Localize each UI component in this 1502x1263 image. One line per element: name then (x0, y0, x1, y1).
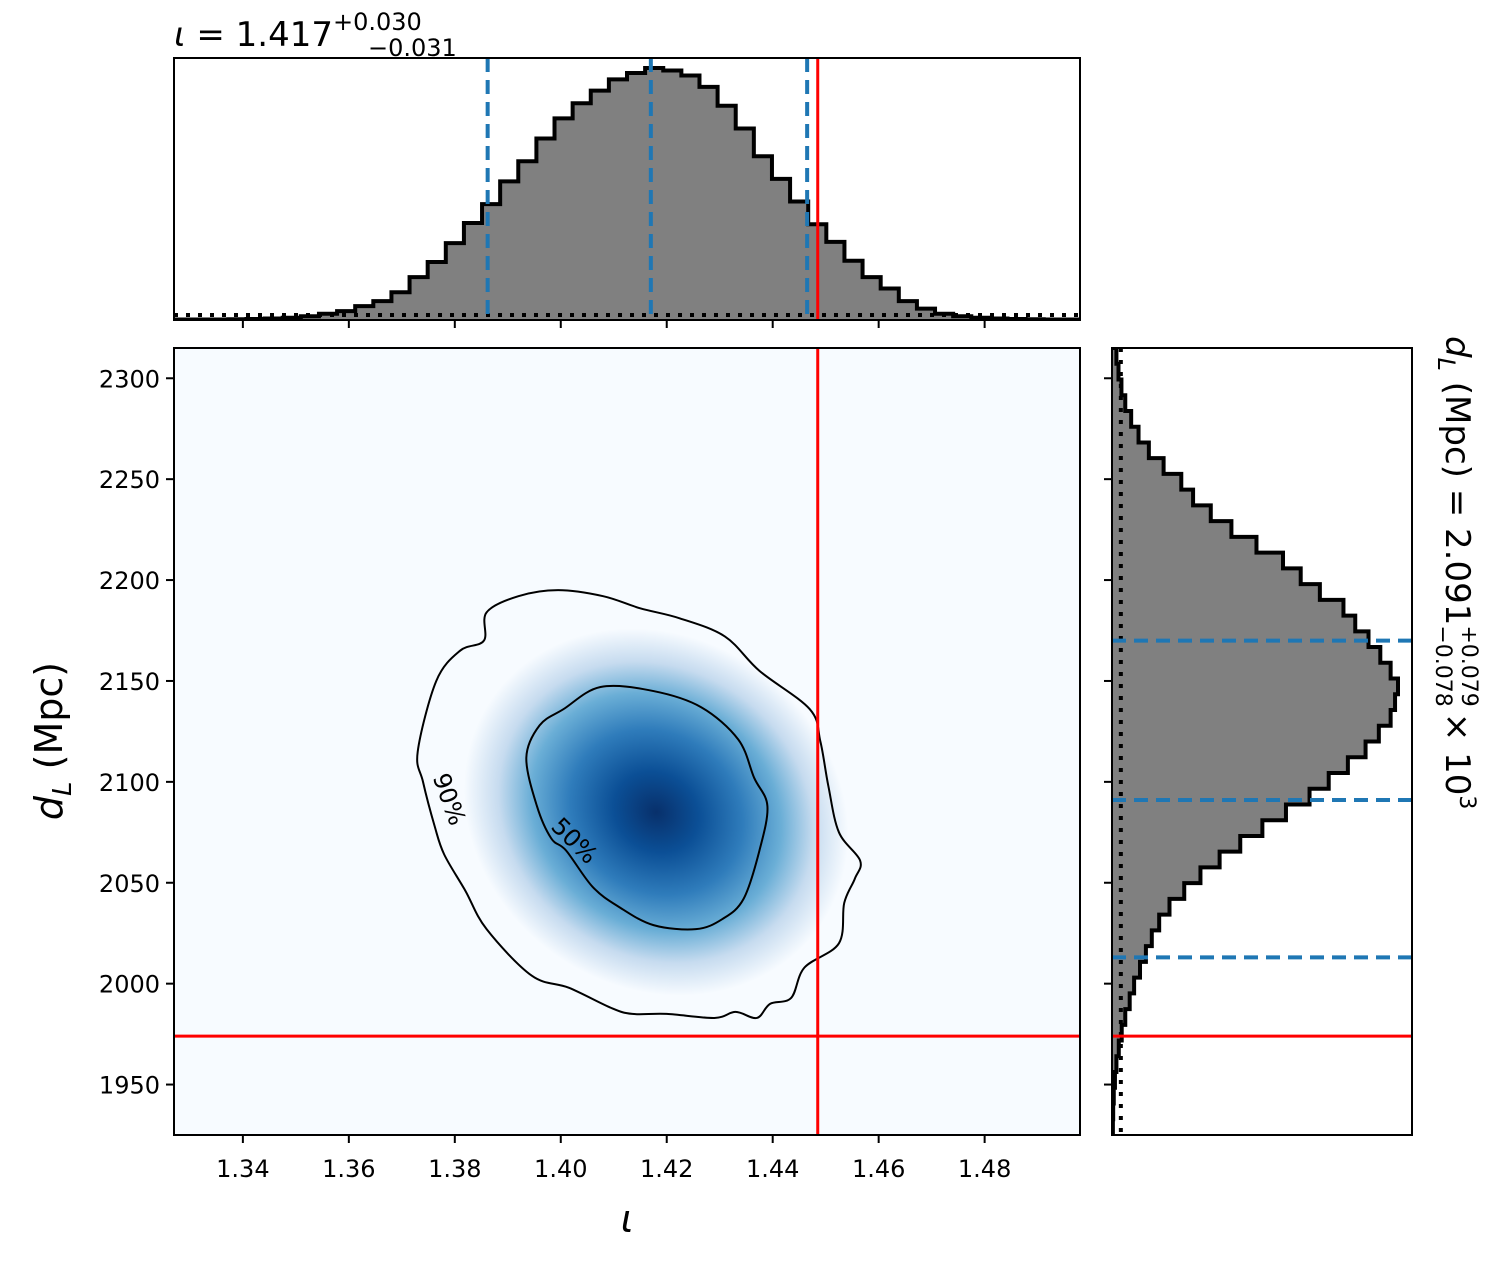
y-tick-label: 1950 (99, 1072, 160, 1100)
x-tick-label: 1.40 (534, 1155, 587, 1183)
joint-frame (173, 347, 1081, 1136)
right-marginal-ticks (1104, 377, 1112, 1086)
x-tick-label: 1.36 (322, 1155, 375, 1183)
contour-90-percent (416, 589, 862, 1020)
x-axis-ticks: 1.34 1.36 1.38 1.40 1.42 1.44 1.46 1.48 (216, 1135, 1011, 1183)
iota-histogram-fill (174, 68, 1080, 320)
iota-summary-minus: −0.031 (368, 34, 457, 62)
y-tick-label: 2100 (99, 769, 160, 797)
x-tick-label: 1.38 (428, 1155, 481, 1183)
y-axis-label: dL (Mpc) (27, 662, 78, 820)
x-tick-label: 1.44 (746, 1155, 799, 1183)
x-tick-label: 1.42 (640, 1155, 693, 1183)
y-axis-ticks: 1950 2000 2050 2100 2150 2200 2250 2300 (99, 365, 174, 1100)
y-tick-label: 2250 (99, 466, 160, 494)
top-marginal-ticks (241, 320, 986, 328)
joint-density-heatmap (464, 628, 849, 996)
y-tick-label: 2300 (99, 365, 160, 393)
y-tick-label: 2150 (99, 668, 160, 696)
dL-quantile-lines (1112, 638, 1412, 960)
dL-histogram-fill (1112, 348, 1398, 1135)
right-marginal-panel: dL (Mpc) = 2.091+0.079−0.078× 103 (1104, 336, 1481, 1136)
iota-summary-title: ι = 1.417+0.030 (174, 8, 422, 55)
x-axis-label: ι (621, 1197, 634, 1241)
x-tick-label: 1.34 (216, 1155, 269, 1183)
dL-summary-title: dL (Mpc) = 2.091+0.079−0.078× 103 (1430, 336, 1481, 809)
top-marginal-panel: ι = 1.417+0.030 −0.031 (173, 8, 1081, 328)
joint-panel: 90% 50% 1.34 1.36 1.38 1.40 1.42 1.44 1.46 1.48… (27, 347, 1081, 1241)
top-marginal-frame (173, 57, 1081, 321)
dL-histogram-outline (1112, 348, 1400, 1135)
y-tick-label: 2000 (99, 971, 160, 999)
contour-50-percent (525, 684, 769, 931)
x-tick-label: 1.48 (958, 1155, 1011, 1183)
y-tick-label: 2050 (99, 870, 160, 898)
y-tick-label: 2200 (99, 567, 160, 595)
right-marginal-frame (1111, 347, 1413, 1136)
iota-histogram-outline (174, 66, 1080, 320)
x-tick-label: 1.46 (852, 1155, 905, 1183)
